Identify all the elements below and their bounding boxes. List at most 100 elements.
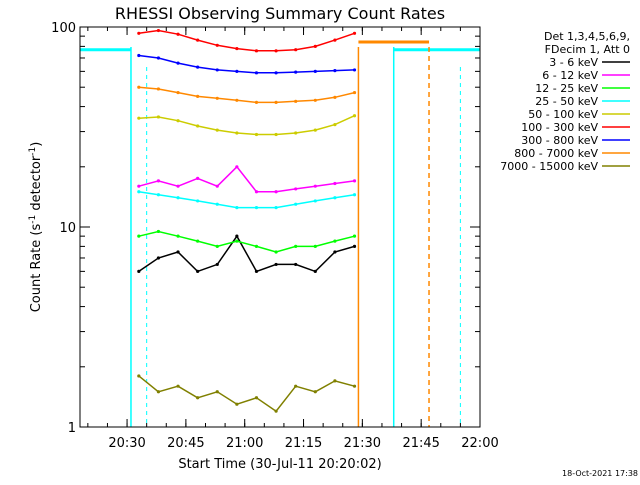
- data-point-8-2: [176, 384, 180, 388]
- series-0: [137, 234, 357, 273]
- series-line-0: [138, 234, 355, 273]
- data-point-7-5: [235, 98, 239, 102]
- data-point-6-7: [274, 71, 278, 75]
- data-point-1-8: [294, 187, 298, 191]
- data-point-2-7: [274, 250, 278, 254]
- x-tick-label-2: 21:00: [226, 436, 263, 451]
- data-point-2-1: [156, 229, 161, 234]
- legend-label-1: 6 - 12 keV: [542, 69, 598, 82]
- data-point-2-6: [254, 244, 259, 248]
- series-1: [137, 165, 357, 194]
- data-point-6-1: [156, 56, 161, 60]
- data-point-7-0: [137, 85, 141, 89]
- legend-label-6: 300 - 800 keV: [521, 134, 598, 147]
- data-point-4-1: [156, 115, 161, 119]
- data-point-7-7: [274, 100, 278, 104]
- legend-label-7: 800 - 7000 keV: [514, 147, 598, 160]
- data-point-1-0: [137, 184, 141, 188]
- data-point-0-4: [215, 262, 219, 267]
- data-point-1-10: [333, 181, 337, 186]
- legend-label-8: 7000 - 15000 keV: [500, 160, 598, 173]
- data-point-4-9: [313, 128, 317, 132]
- legend-header-1: FDecim 1, Att 0: [545, 43, 630, 56]
- data-point-6-10: [333, 69, 337, 73]
- series-line-6: [138, 54, 355, 74]
- series-5: [137, 28, 357, 53]
- data-point-8-10: [333, 379, 337, 383]
- data-point-3-11: [352, 193, 357, 197]
- data-point-3-3: [196, 199, 200, 203]
- data-point-7-1: [156, 87, 161, 91]
- data-point-0-0: [137, 269, 141, 273]
- x-tick-label-1: 20:45: [167, 436, 204, 451]
- data-point-4-7: [274, 132, 278, 137]
- series-line-4: [138, 115, 355, 136]
- data-point-7-10: [333, 95, 337, 99]
- data-point-1-9: [313, 184, 317, 188]
- legend-label-4: 50 - 100 keV: [528, 108, 598, 121]
- data-point-0-7: [274, 262, 278, 267]
- data-point-1-4: [215, 184, 219, 188]
- data-point-0-10: [333, 250, 337, 254]
- data-point-5-7: [274, 49, 278, 53]
- legend-label-2: 12 - 25 keV: [535, 82, 598, 95]
- data-point-3-2: [176, 196, 180, 200]
- plot-area: [80, 28, 480, 427]
- data-point-3-1: [156, 193, 161, 197]
- data-point-0-5: [235, 234, 239, 238]
- data-point-0-3: [196, 269, 200, 273]
- data-point-8-5: [235, 402, 239, 406]
- data-point-8-8: [294, 384, 298, 388]
- data-point-1-5: [235, 165, 239, 169]
- data-point-5-10: [333, 38, 337, 42]
- data-point-2-5: [235, 239, 239, 243]
- data-point-8-6: [254, 396, 259, 400]
- data-point-7-3: [196, 94, 200, 98]
- series-line-3: [138, 191, 355, 209]
- legend: Det 1,3,4,5,6,9,FDecim 1, Att 03 - 6 keV…: [500, 30, 630, 173]
- data-point-0-2: [176, 250, 180, 254]
- y-tick-label-2: 100: [51, 21, 76, 36]
- series-6: [137, 53, 357, 75]
- y-axis-label: Count Rate (s-1 detector-1): [28, 142, 44, 313]
- data-point-2-10: [333, 239, 337, 243]
- data-point-1-7: [274, 190, 278, 194]
- data-point-3-6: [254, 206, 259, 210]
- data-point-8-3: [196, 396, 200, 400]
- data-point-3-0: [137, 190, 141, 194]
- data-point-0-9: [313, 269, 317, 273]
- data-point-1-6: [254, 190, 259, 194]
- x-tick-label-3: 21:15: [285, 436, 322, 451]
- data-point-7-4: [215, 96, 219, 100]
- data-point-8-7: [274, 409, 278, 413]
- x-tick-label-5: 21:45: [402, 436, 439, 451]
- data-point-2-3: [196, 239, 200, 243]
- data-point-6-5: [235, 69, 239, 73]
- y-axis-label-end: ): [29, 142, 44, 147]
- data-point-8-11: [352, 384, 357, 388]
- y-axis-label-tail: detector: [29, 155, 44, 215]
- data-point-2-8: [294, 244, 298, 248]
- data-point-0-8: [294, 262, 298, 267]
- data-point-6-0: [137, 53, 141, 58]
- y-axis-label-sup: -1: [28, 215, 38, 224]
- data-point-7-6: [254, 100, 259, 104]
- data-point-0-11: [352, 244, 357, 248]
- data-point-3-4: [215, 202, 219, 206]
- data-point-5-6: [254, 49, 259, 53]
- data-point-6-4: [215, 68, 219, 72]
- y-tick-label-1: 10: [59, 221, 76, 236]
- data-point-3-8: [294, 202, 298, 206]
- x-tick-label-0: 20:30: [108, 436, 145, 451]
- data-point-4-5: [235, 131, 239, 135]
- data-point-0-6: [254, 269, 259, 273]
- data-point-6-8: [294, 70, 298, 74]
- footer-date: 18-Oct-2021 17:38: [562, 469, 638, 478]
- x-tick-label-6: 22:00: [461, 436, 498, 451]
- series-3: [137, 190, 357, 210]
- data-point-4-11: [352, 114, 357, 118]
- data-point-3-5: [235, 206, 239, 210]
- data-point-5-1: [156, 28, 161, 33]
